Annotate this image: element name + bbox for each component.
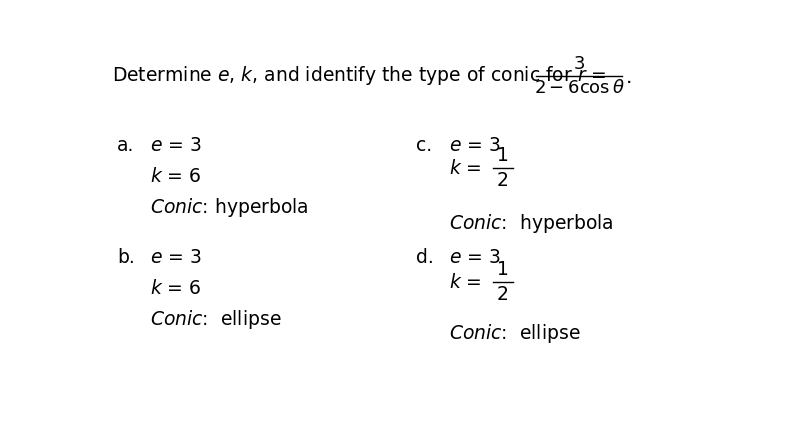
Text: $e$ = 3: $e$ = 3 [449, 136, 500, 155]
Text: $k$ =: $k$ = [449, 159, 482, 178]
Text: 2: 2 [497, 172, 509, 190]
Text: 3: 3 [573, 55, 585, 73]
Text: $\mathit{Conic}$:  ellipse: $\mathit{Conic}$: ellipse [449, 322, 580, 345]
Text: c.: c. [416, 136, 432, 155]
Text: 1: 1 [497, 260, 509, 279]
Text: $k$ = 6: $k$ = 6 [150, 167, 202, 186]
Text: $e$ = 3: $e$ = 3 [150, 136, 202, 155]
Text: b.: b. [117, 248, 134, 267]
Text: $\mathit{Conic}$: hyperbola: $\mathit{Conic}$: hyperbola [150, 196, 309, 219]
Text: d.: d. [416, 248, 434, 267]
Text: $\mathit{Conic}$:  ellipse: $\mathit{Conic}$: ellipse [150, 308, 282, 331]
Text: a.: a. [117, 136, 134, 155]
Text: Determine $e$, $k$, and identify the type of conic for $r$ =: Determine $e$, $k$, and identify the typ… [112, 64, 608, 87]
Text: $e$ = 3: $e$ = 3 [150, 248, 202, 267]
Text: 2: 2 [497, 285, 509, 304]
Text: .: . [626, 68, 632, 87]
Text: $\mathit{Conic}$:  hyperbola: $\mathit{Conic}$: hyperbola [449, 211, 614, 235]
Text: 1: 1 [497, 146, 509, 165]
Text: $k$ = 6: $k$ = 6 [150, 279, 202, 297]
Text: $k$ =: $k$ = [449, 273, 482, 292]
Text: $2-6\cos\theta$: $2-6\cos\theta$ [534, 79, 624, 97]
Text: $e$ = 3: $e$ = 3 [449, 248, 500, 267]
